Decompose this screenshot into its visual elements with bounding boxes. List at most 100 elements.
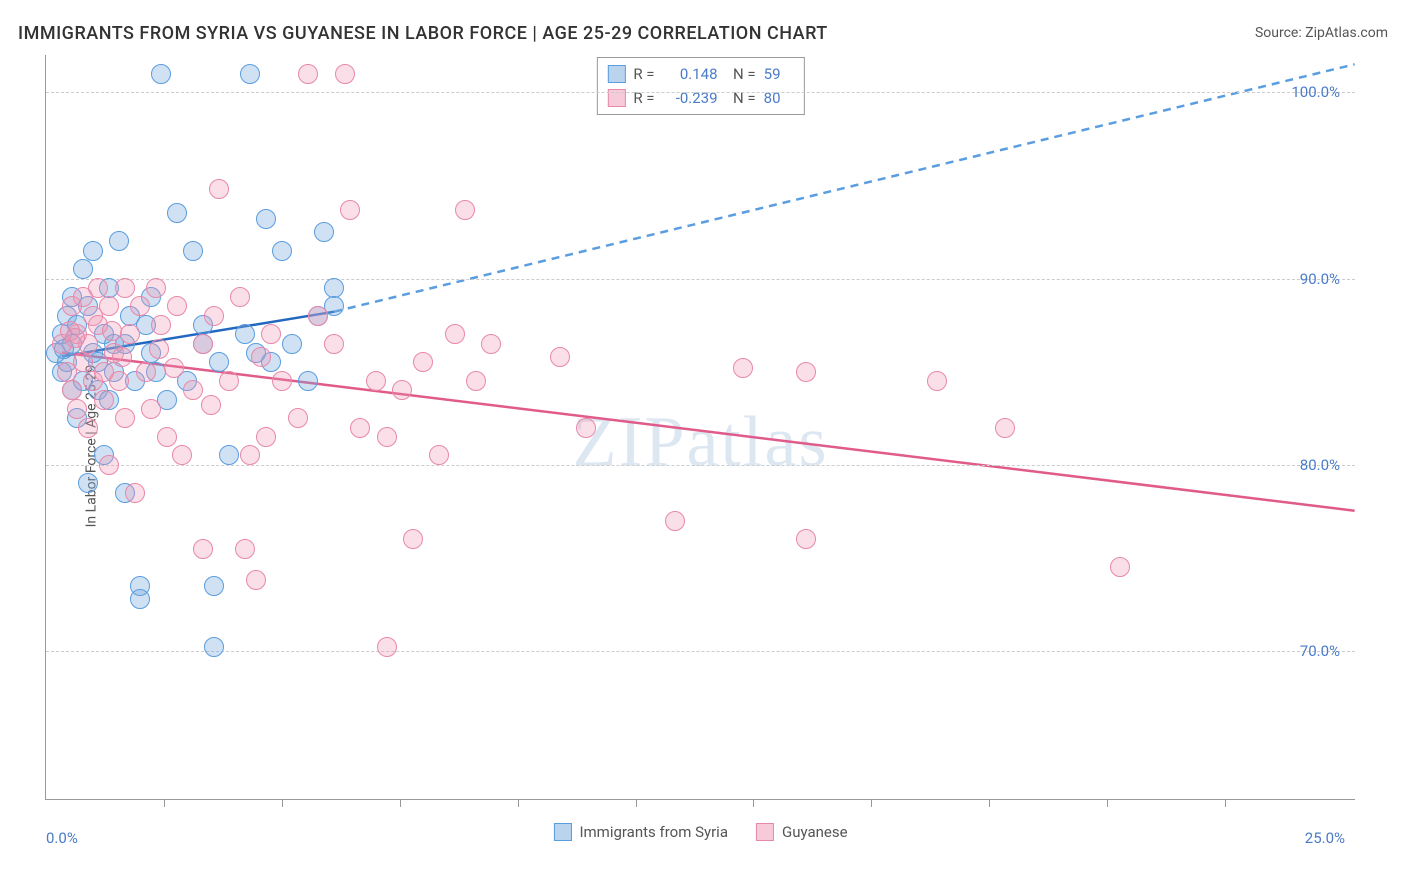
data-point <box>298 371 318 391</box>
data-point <box>230 287 250 307</box>
x-tick <box>400 799 401 807</box>
y-tick-label: 100.0% <box>1291 83 1340 101</box>
x-tick <box>282 799 283 807</box>
data-point <box>67 399 87 419</box>
x-tick <box>636 799 637 807</box>
watermark-text: ZIPatlas <box>573 400 829 483</box>
x-tick <box>871 799 872 807</box>
data-point <box>796 362 816 382</box>
data-point <box>219 445 239 465</box>
swatch-blue-icon <box>553 823 571 841</box>
gridline-h <box>46 465 1355 466</box>
x-tick <box>753 799 754 807</box>
data-point <box>120 324 140 344</box>
data-point <box>796 529 816 549</box>
data-point <box>235 324 255 344</box>
stats-row-syria: R = 0.148 N = 59 <box>607 62 793 86</box>
data-point <box>99 296 119 316</box>
data-point <box>481 334 501 354</box>
data-point <box>193 539 213 559</box>
data-point <box>288 408 308 428</box>
data-point <box>204 306 224 326</box>
data-point <box>350 418 370 438</box>
n-label: N = <box>726 65 756 83</box>
data-point <box>136 362 156 382</box>
data-point <box>99 455 119 475</box>
data-point <box>94 390 114 410</box>
trend-lines-svg <box>46 55 1355 799</box>
stats-legend: R = 0.148 N = 59 R = -0.239 N = 80 <box>596 57 804 115</box>
data-point <box>995 418 1015 438</box>
data-point <box>366 371 386 391</box>
data-point <box>576 418 596 438</box>
series-legend: Immigrants from Syria Guyanese <box>553 823 847 841</box>
data-point <box>167 296 187 316</box>
x-tick <box>518 799 519 807</box>
legend-item-syria: Immigrants from Syria <box>553 823 728 841</box>
plot-area: ZIPatlas R = 0.148 N = 59 R = -0.239 N =… <box>45 55 1355 800</box>
chart-title: IMMIGRANTS FROM SYRIA VS GUYANESE IN LAB… <box>18 23 828 44</box>
y-tick-label: 90.0% <box>1300 270 1340 288</box>
data-point <box>78 473 98 493</box>
data-point <box>308 306 328 326</box>
data-point <box>261 324 281 344</box>
data-point <box>298 64 318 84</box>
data-point <box>157 427 177 447</box>
data-point <box>201 395 221 415</box>
data-point <box>240 445 260 465</box>
chart-header: IMMIGRANTS FROM SYRIA VS GUYANESE IN LAB… <box>18 18 1388 48</box>
data-point <box>733 358 753 378</box>
data-point <box>73 259 93 279</box>
data-point <box>377 427 397 447</box>
data-point <box>335 64 355 84</box>
data-point <box>112 347 132 367</box>
x-tick-label: 25.0% <box>1305 829 1345 847</box>
data-point <box>445 324 465 344</box>
data-point <box>78 418 98 438</box>
data-point <box>130 589 150 609</box>
gridline-h <box>46 92 1355 93</box>
data-point <box>193 334 213 354</box>
data-point <box>141 399 161 419</box>
data-point <box>377 637 397 657</box>
data-point <box>164 358 184 378</box>
data-point <box>151 315 171 335</box>
stats-row-guyanese: R = -0.239 N = 80 <box>607 86 793 110</box>
data-point <box>282 334 302 354</box>
swatch-blue-icon <box>607 65 625 83</box>
data-point <box>272 241 292 261</box>
data-point <box>235 539 255 559</box>
data-point <box>204 576 224 596</box>
y-tick-label: 80.0% <box>1300 456 1340 474</box>
data-point <box>550 347 570 367</box>
x-tick <box>989 799 990 807</box>
data-point <box>324 278 344 298</box>
data-point <box>240 64 260 84</box>
data-point <box>88 278 108 298</box>
data-point <box>102 321 122 341</box>
data-point <box>109 371 129 391</box>
data-point <box>324 334 344 354</box>
x-tick <box>164 799 165 807</box>
y-tick-label: 70.0% <box>1300 642 1340 660</box>
data-point <box>83 241 103 261</box>
data-point <box>109 231 129 251</box>
data-point <box>392 380 412 400</box>
x-tick <box>1225 799 1226 807</box>
data-point <box>172 445 192 465</box>
data-point <box>65 328 85 348</box>
data-point <box>149 339 169 359</box>
legend-label-guyanese: Guyanese <box>782 823 848 841</box>
data-point <box>246 570 266 590</box>
data-point <box>256 209 276 229</box>
x-tick-label: 0.0% <box>46 829 78 847</box>
data-point <box>125 483 145 503</box>
data-point <box>466 371 486 391</box>
data-point <box>665 511 685 531</box>
data-point <box>151 64 171 84</box>
source-label: Source: ZipAtlas.com <box>1255 25 1388 41</box>
data-point <box>455 200 475 220</box>
data-point <box>62 380 82 400</box>
data-point <box>403 529 423 549</box>
data-point <box>146 278 166 298</box>
